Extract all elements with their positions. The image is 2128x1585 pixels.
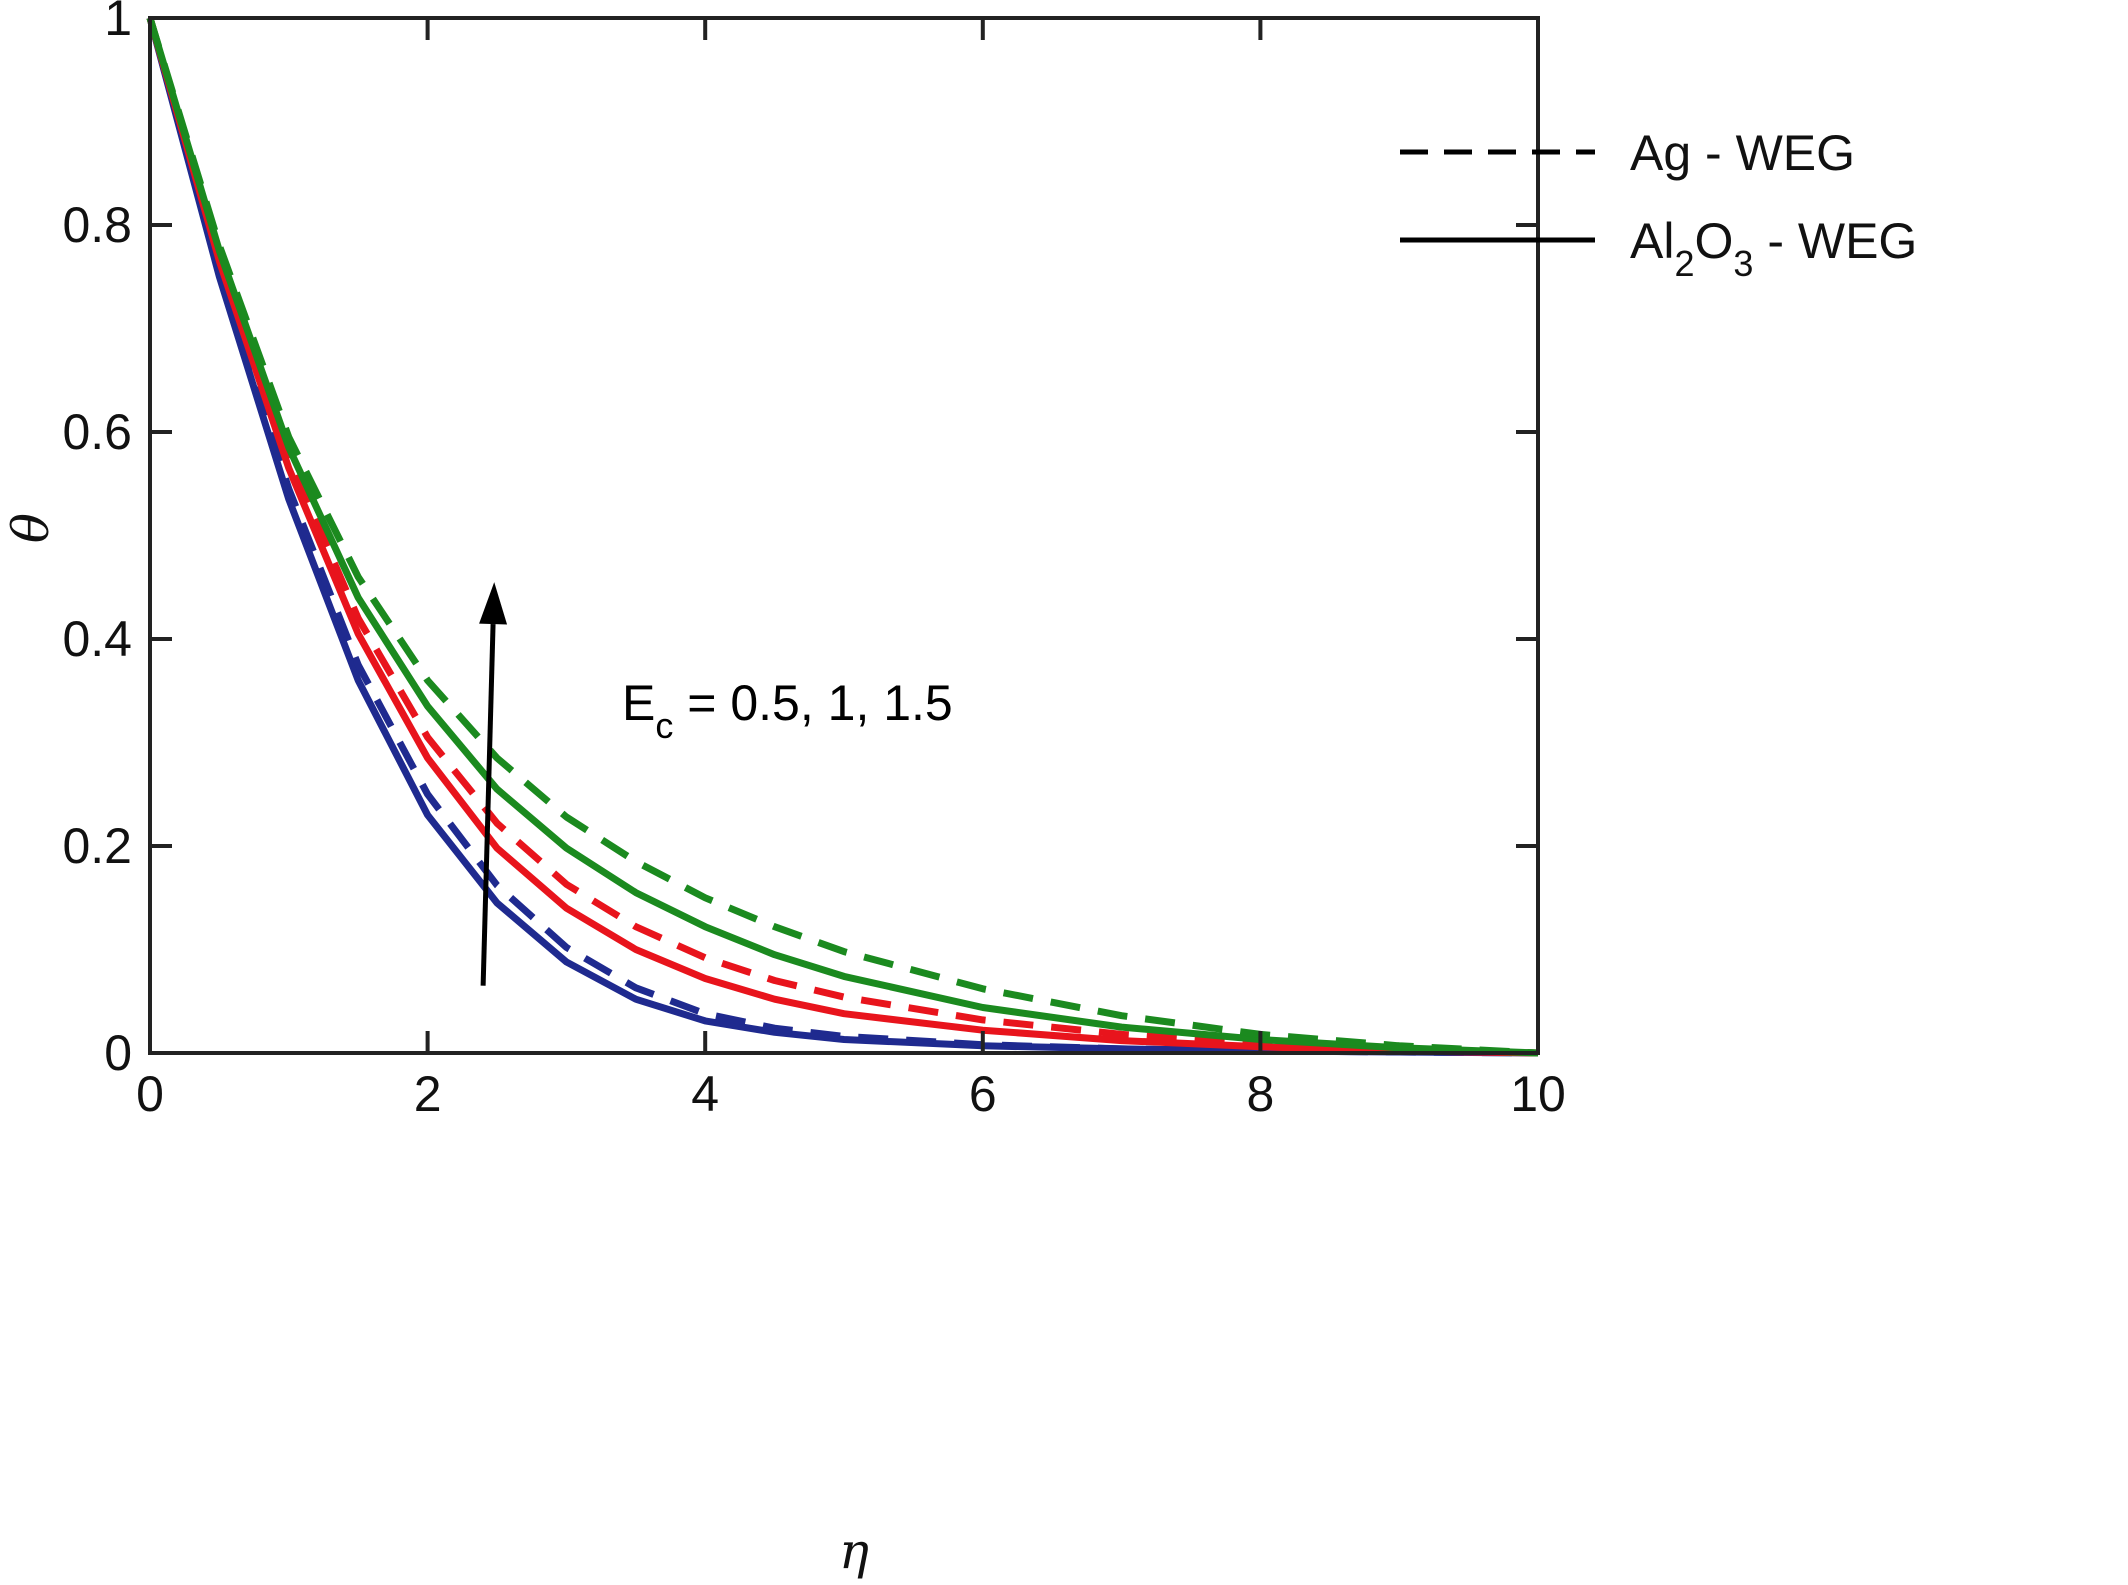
legend: Ag - WEG Al2O3 - WEG <box>1400 125 1917 284</box>
y-tick-label: 0.4 <box>62 611 132 667</box>
x-tick-label: 0 <box>136 1066 164 1122</box>
annotation-arrow-line <box>480 623 496 986</box>
y-tick-label: 0.6 <box>62 404 132 460</box>
annotation-label-ec: Ec = 0.5, 1, 1.5 <box>622 675 953 746</box>
legend-al2o3-sub-2: 2 <box>1674 243 1694 284</box>
plot-frame <box>148 16 1540 1055</box>
series-line-0-solid <box>146 17 1539 1057</box>
legend-label-ag-weg: Ag - WEG <box>1630 125 1855 181</box>
x-tick-label: 2 <box>414 1066 442 1122</box>
annotation-sub-c: c <box>655 705 673 746</box>
series-line-4-solid <box>146 17 1539 1057</box>
x-tick-label: 6 <box>969 1066 997 1122</box>
x-tick-label: 4 <box>691 1066 719 1122</box>
y-axis-label: θ <box>2 513 60 543</box>
series-line-1-dashed <box>146 17 1539 1057</box>
annotation-values: = 0.5, 1, 1.5 <box>673 675 952 731</box>
y-tick-label: 0.8 <box>62 197 132 253</box>
x-axis-label: η <box>839 1522 869 1580</box>
legend-label-al2o3-weg: Al2O3 - WEG <box>1630 213 1917 284</box>
legend-al2o3-sub-3: 3 <box>1733 243 1753 284</box>
legend-al2o3-part-o: O <box>1695 213 1734 269</box>
y-tick-label: 1 <box>104 0 132 46</box>
annotation-arrow-head <box>479 582 508 625</box>
x-tick-label: 10 <box>1510 1066 1566 1122</box>
series-line-2-solid <box>146 17 1539 1057</box>
legend-al2o3-part-al: Al <box>1630 213 1674 269</box>
y-tick-label: 0 <box>104 1025 132 1081</box>
y-tick-label: 0.2 <box>62 818 132 874</box>
annotation: Ec = 0.5, 1, 1.5 <box>479 582 953 986</box>
series-line-3-dashed <box>146 17 1539 1057</box>
legend-al2o3-part-weg: - WEG <box>1753 213 1917 269</box>
series-group <box>146 16 1539 1057</box>
x-tick-label: 8 <box>1246 1066 1274 1122</box>
annotation-e: E <box>622 675 655 731</box>
tick-labels-group: 0 2 4 6 8 10 0 0.2 0.4 0.6 0.8 1 <box>62 0 1565 1122</box>
